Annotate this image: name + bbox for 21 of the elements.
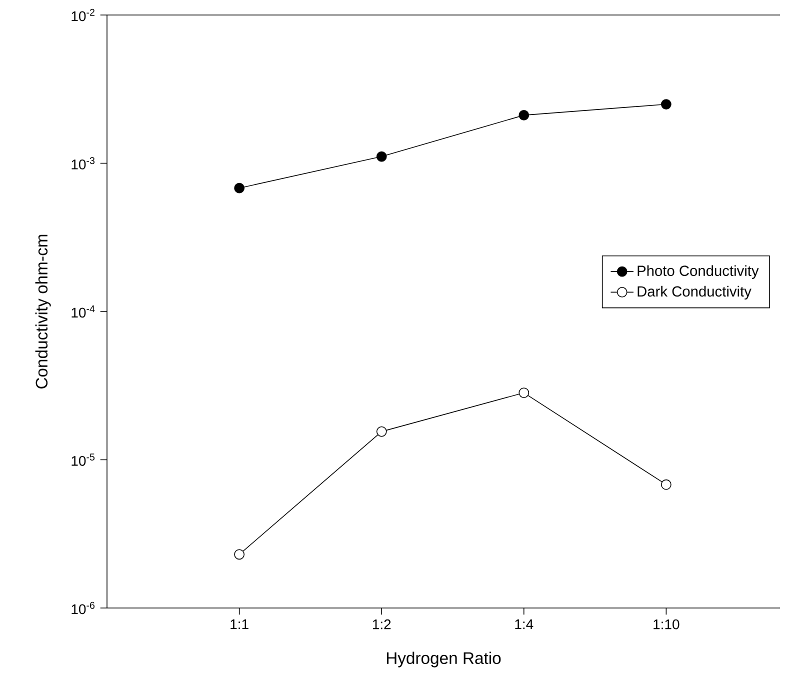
point	[660, 99, 672, 110]
point	[518, 388, 530, 398]
point	[518, 110, 530, 120]
point	[234, 549, 245, 560]
x-axis-title: Hydrogen Ratio	[386, 652, 501, 668]
point	[376, 426, 387, 437]
y-tick-label: 10$^{-3}$	[72, 157, 95, 170]
point	[234, 182, 245, 194]
y-tick-label: 10$^{-4}$	[72, 305, 95, 318]
y-tick-label: 10$^{-6}$	[72, 602, 95, 614]
x-tick-label: 1:1	[230, 619, 248, 630]
point	[660, 479, 672, 490]
point	[376, 151, 387, 162]
legend-label: Dark Conductivity	[638, 286, 752, 300]
y-tick-label: 10$^{-5}$	[72, 454, 95, 466]
y-tick-label: 10$^{-2}$	[72, 8, 94, 22]
y-axis-title: Conductivity ohm-cm	[35, 234, 51, 388]
x-tick-label: 1:4	[515, 619, 534, 630]
x-tick-label: 1:10	[654, 619, 680, 630]
x-tick-label: 1:2	[372, 619, 391, 630]
legend-label: Photo Conductivity	[638, 265, 759, 279]
